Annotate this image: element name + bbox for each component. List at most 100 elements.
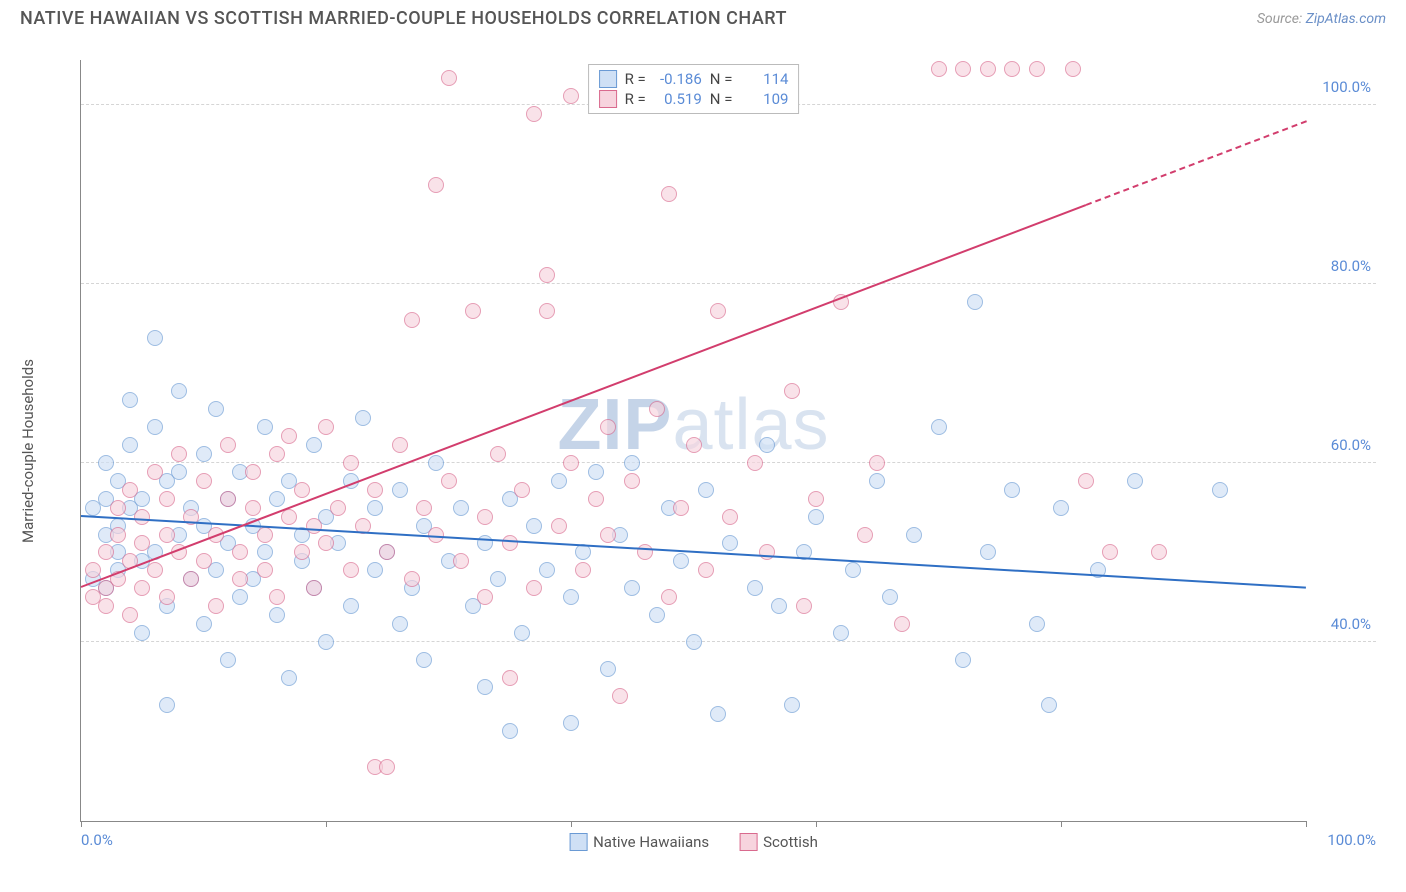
data-point (379, 544, 395, 560)
data-point (526, 580, 542, 596)
data-point (600, 527, 616, 543)
data-point (784, 383, 800, 399)
data-point (1065, 61, 1081, 77)
x-tick-max: 100.0% (1327, 831, 1376, 849)
data-point (147, 330, 163, 346)
data-point (171, 446, 187, 462)
data-point (245, 500, 261, 516)
chart-area: Married-couple Households ZIPatlas R = -… (50, 50, 1376, 852)
data-point (257, 527, 273, 543)
data-point (404, 571, 420, 587)
data-point (196, 553, 212, 569)
data-point (220, 491, 236, 507)
data-point (882, 589, 898, 605)
data-point (588, 491, 604, 507)
data-point (845, 562, 861, 578)
legend: Native Hawaiians Scottish (569, 833, 818, 851)
data-point (159, 697, 175, 713)
data-point (857, 527, 873, 543)
data-point (147, 562, 163, 578)
data-point (502, 670, 518, 686)
legend-item-2: Scottish (739, 833, 818, 851)
data-point (1102, 544, 1118, 560)
legend-label-1: Native Hawaiians (593, 833, 709, 851)
data-point (343, 562, 359, 578)
data-point (1078, 473, 1094, 489)
data-point (220, 652, 236, 668)
data-point (122, 482, 138, 498)
data-point (1029, 61, 1045, 77)
data-point (649, 607, 665, 623)
x-tick-mark (1061, 821, 1062, 827)
gridline (81, 641, 1376, 642)
data-point (1004, 482, 1020, 498)
n-value-1: 114 (740, 70, 788, 88)
gridline (81, 462, 1376, 463)
data-point (416, 500, 432, 516)
data-point (539, 303, 555, 319)
data-point (612, 688, 628, 704)
data-point (171, 464, 187, 480)
n-value-2: 109 (740, 90, 788, 108)
data-point (232, 544, 248, 560)
r-label: R = (625, 90, 646, 108)
data-point (747, 580, 763, 596)
data-point (686, 437, 702, 453)
data-point (122, 607, 138, 623)
scatter-plot: ZIPatlas R = -0.186 N = 114 R = 0.519 N … (80, 60, 1306, 822)
data-point (686, 634, 702, 650)
data-point (392, 437, 408, 453)
data-point (171, 383, 187, 399)
data-point (894, 616, 910, 632)
data-point (453, 553, 469, 569)
trend-line (1085, 121, 1306, 207)
data-point (514, 625, 530, 641)
data-point (502, 723, 518, 739)
data-point (747, 455, 763, 471)
data-point (661, 186, 677, 202)
y-tick-label: 60.0% (1331, 436, 1371, 454)
series-swatch-2 (599, 90, 617, 108)
data-point (269, 446, 285, 462)
data-point (490, 446, 506, 462)
data-point (134, 580, 150, 596)
data-point (514, 482, 530, 498)
data-point (294, 544, 310, 560)
data-point (784, 697, 800, 713)
data-point (526, 106, 542, 122)
data-point (673, 500, 689, 516)
data-point (588, 464, 604, 480)
data-point (563, 589, 579, 605)
data-point (134, 625, 150, 641)
data-point (220, 437, 236, 453)
data-point (955, 61, 971, 77)
n-label: N = (710, 70, 733, 88)
x-tick-min: 0.0% (81, 831, 113, 849)
data-point (441, 473, 457, 489)
data-point (98, 598, 114, 614)
data-point (232, 571, 248, 587)
y-axis-label: Married-couple Households (19, 359, 37, 543)
data-point (955, 652, 971, 668)
chart-title: NATIVE HAWAIIAN VS SCOTTISH MARRIED-COUP… (20, 8, 787, 29)
data-point (477, 509, 493, 525)
data-point (196, 473, 212, 489)
data-point (355, 410, 371, 426)
data-point (906, 527, 922, 543)
r-value-1: -0.186 (654, 70, 702, 88)
data-point (502, 535, 518, 551)
y-tick-label: 100.0% (1322, 78, 1371, 96)
data-point (1127, 473, 1143, 489)
data-point (257, 544, 273, 560)
data-point (967, 294, 983, 310)
data-point (110, 500, 126, 516)
source-link[interactable]: ZipAtlas.com (1306, 11, 1386, 27)
data-point (330, 500, 346, 516)
x-tick-mark (571, 821, 572, 827)
data-point (196, 616, 212, 632)
data-point (306, 437, 322, 453)
data-point (710, 303, 726, 319)
data-point (759, 544, 775, 560)
y-tick-label: 80.0% (1331, 257, 1371, 275)
data-point (318, 535, 334, 551)
